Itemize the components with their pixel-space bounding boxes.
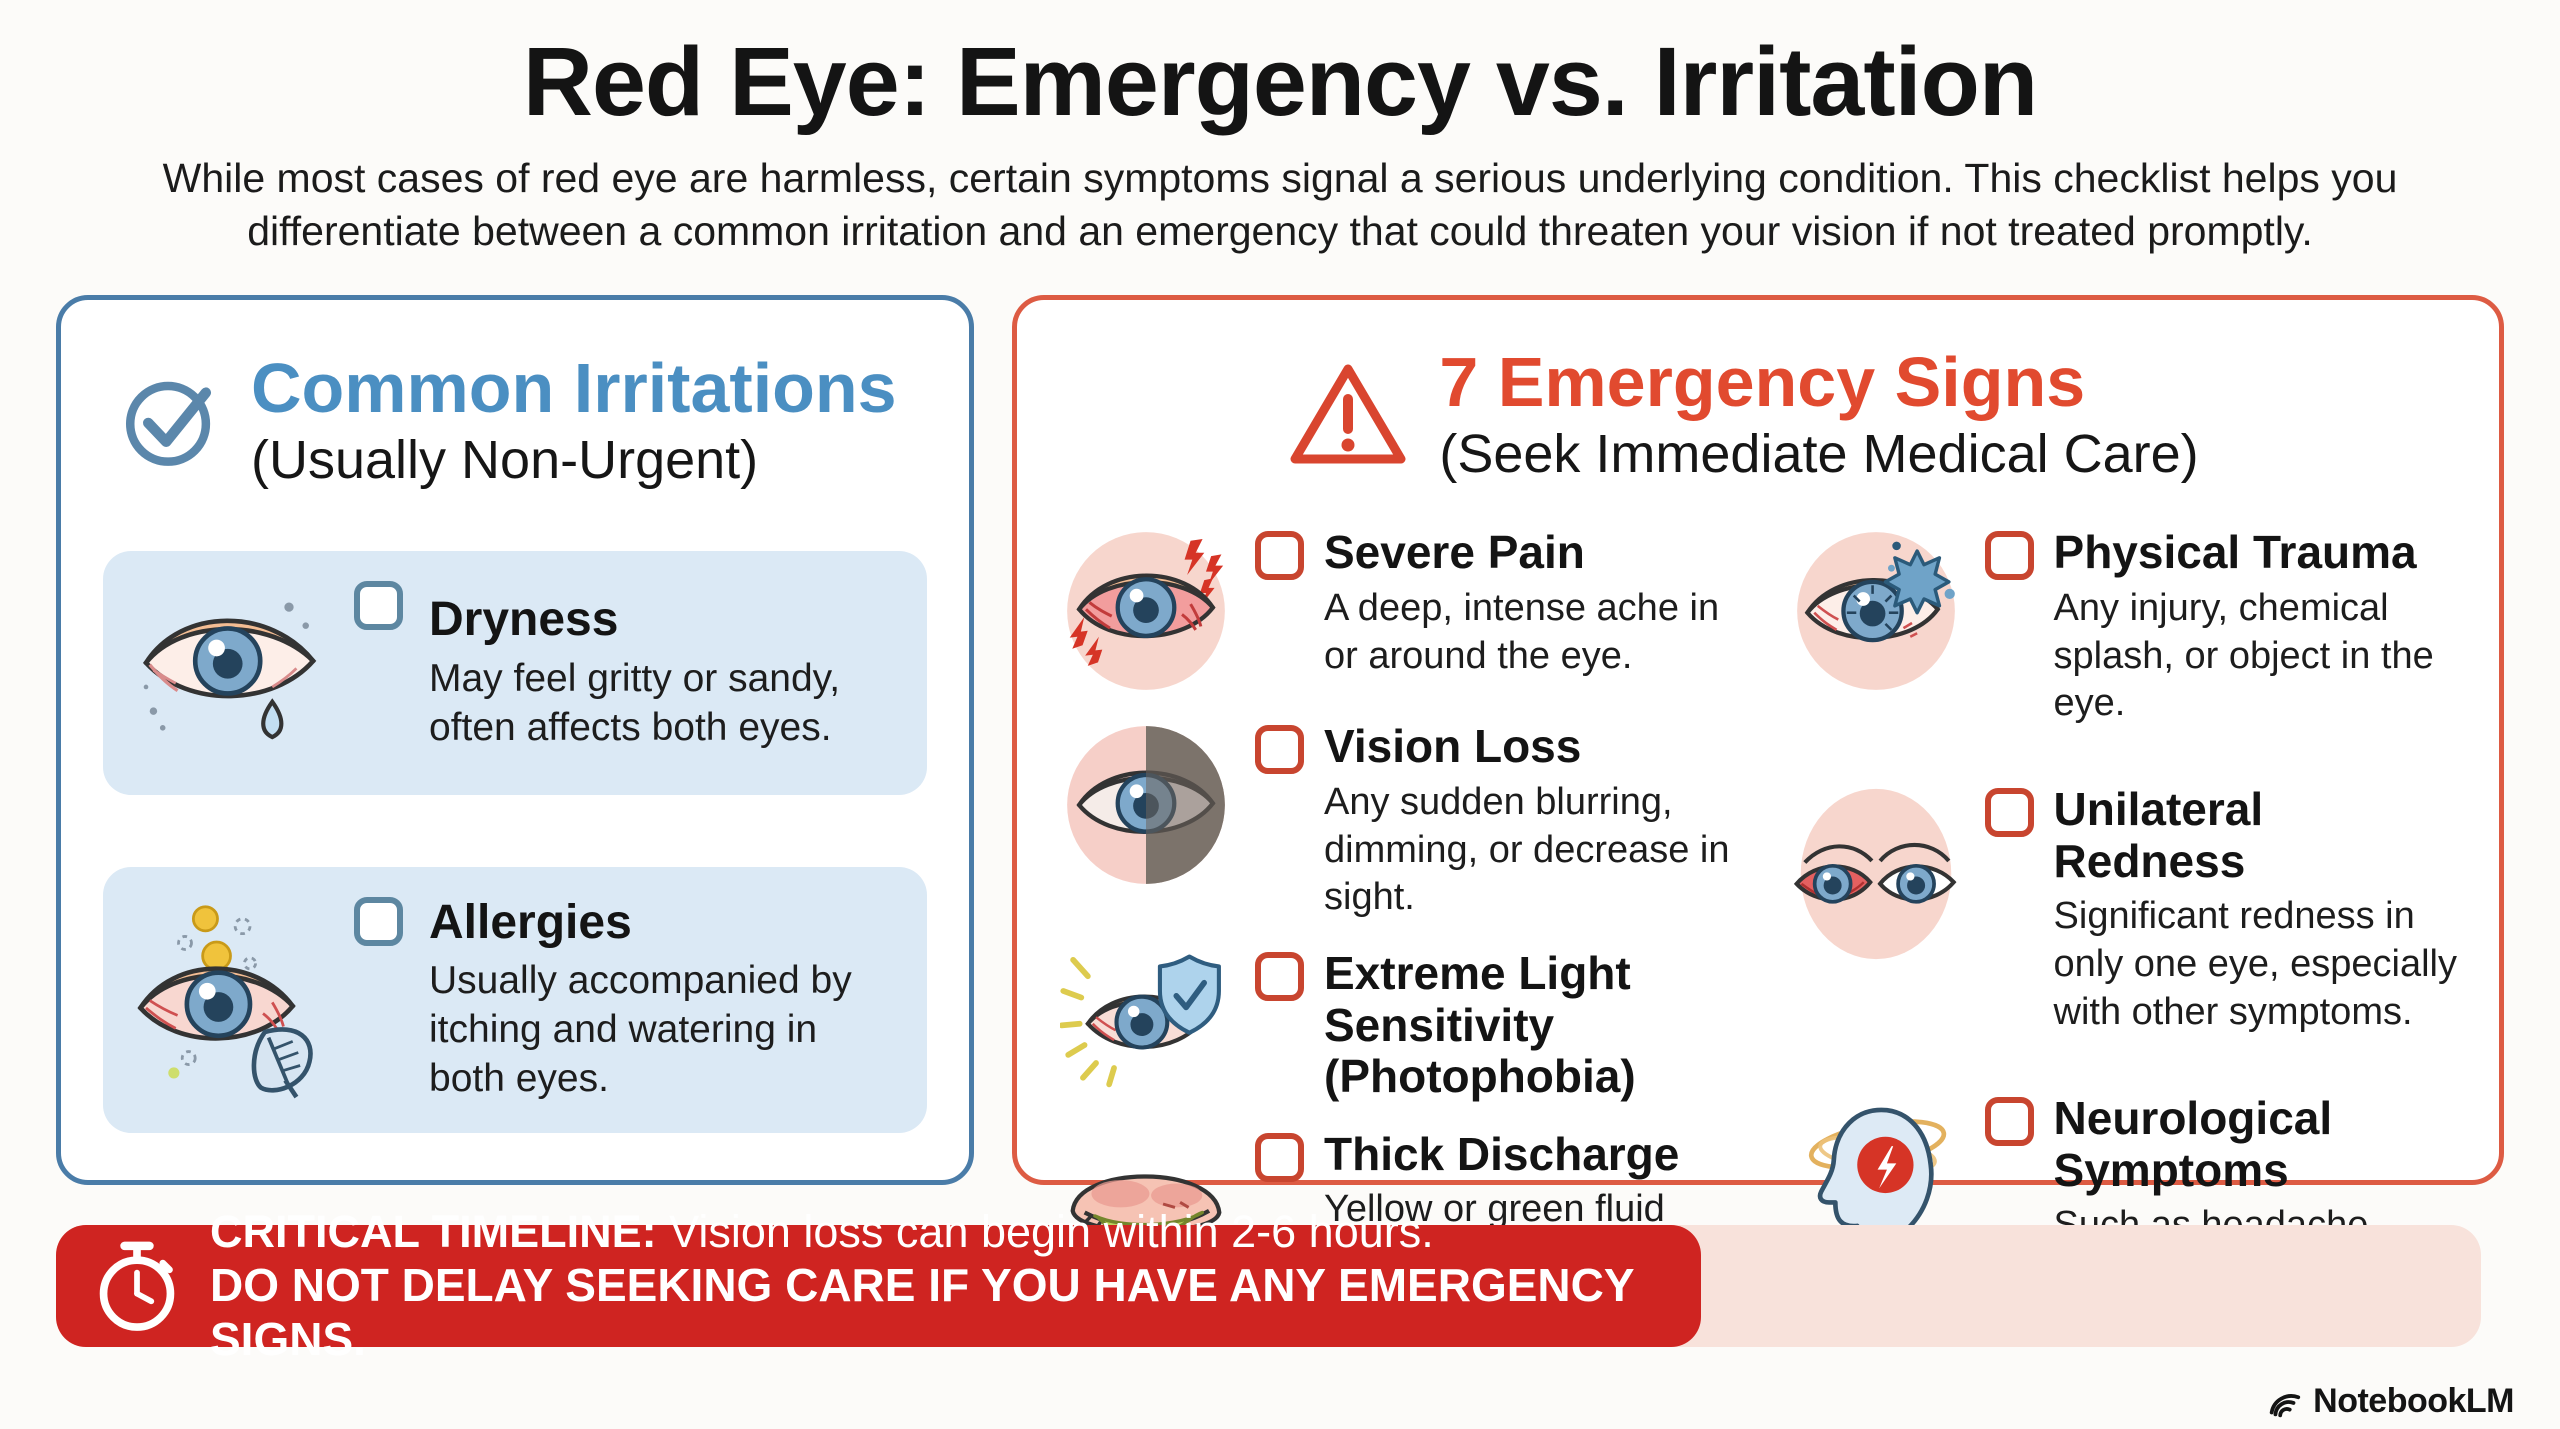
eye-splash-impact-icon [1787, 527, 1965, 695]
light-sensitivity-checkbox[interactable] [1255, 952, 1304, 1002]
banner-red-bar: CRITICAL TIMELINE: Vision loss can begin… [56, 1206, 1701, 1365]
two-eyes-one-red-icon [1787, 784, 1965, 964]
light-sensitivity-title: Extreme Light Sensitivity (Photophobia) [1324, 947, 1636, 1103]
watermark-text: NotebookLM [2313, 1382, 2514, 1420]
severe-pain-title: Severe Pain [1324, 526, 1585, 579]
severe-pain-checkbox[interactable] [1255, 531, 1304, 581]
dry-eye-tear-icon [133, 581, 328, 766]
allergies-checkbox[interactable] [354, 897, 403, 947]
notebooklm-watermark: NotebookLM [2265, 1382, 2514, 1421]
emergency-signs-header: 7 Emergency Signs (Seek Immediate Medica… [1017, 342, 2469, 486]
common-irritations-subtitle: (Usually Non-Urgent) [251, 430, 759, 491]
vision-loss-checkbox[interactable] [1255, 725, 1304, 775]
stopwatch-icon [94, 1238, 180, 1334]
dryness-description: May feel gritty or sandy, often affects … [429, 656, 841, 749]
allergies-title: Allergies [429, 895, 632, 949]
neurological-symptoms-title: Neurological Symptoms [2053, 1091, 2333, 1196]
banner-line-1: CRITICAL TIMELINE: Vision loss can begin… [210, 1205, 1701, 1258]
emergency-signs-subtitle: (Seek Immediate Medical Care) [1439, 424, 2199, 485]
physical-trauma-checkbox[interactable] [1984, 531, 2034, 581]
eye-shield-light-rays-icon [1057, 948, 1235, 1088]
red-eye-pain-bolts-icon [1057, 527, 1235, 695]
thick-discharge-title: Thick Discharge [1324, 1127, 1680, 1180]
allergies-card: Allergies Usually accompanied by itching… [103, 867, 927, 1134]
physical-trauma-description: Any injury, chemical splash, or object i… [2053, 586, 2434, 725]
unilateral-redness-item: Unilateral Redness Significant redness i… [1787, 784, 2463, 1037]
severe-pain-item: Severe Pain A deep, intense ache in or a… [1057, 527, 1761, 695]
vision-loss-description: Any sudden blurring, dimming, or decreas… [1324, 780, 1730, 919]
unilateral-redness-description: Significant redness in only one eye, esp… [2053, 895, 2458, 1034]
unilateral-redness-checkbox[interactable] [1984, 788, 2034, 838]
page-title: Red Eye: Emergency vs. Irritation [522, 27, 2038, 136]
light-sensitivity-item: Extreme Light Sensitivity (Photophobia) [1057, 948, 1761, 1103]
dryness-title: Dryness [429, 593, 619, 647]
check-circle-icon [117, 369, 221, 473]
dryness-checkbox[interactable] [354, 581, 403, 631]
head-lightning-halo-icon [1787, 1093, 1965, 1265]
emergency-signs-panel: 7 Emergency Signs (Seek Immediate Medica… [1012, 294, 2504, 1342]
banner-line-2: DO NOT DELAY SEEKING CARE IF YOU HAVE AN… [210, 1258, 1634, 1366]
banner-line1-text: Vision loss can begin within 2-6 hours. [656, 1205, 1434, 1257]
allergies-description: Usually accompanied by itching and water… [429, 959, 852, 1100]
neurological-symptoms-checkbox[interactable] [1984, 1096, 2034, 1146]
critical-timeline-banner: CRITICAL TIMELINE: Vision loss can begin… [56, 1206, 2560, 1365]
notebooklm-logo-icon [2265, 1383, 2303, 1421]
allergy-eye-pollen-feather-icon [133, 898, 328, 1103]
common-irritations-panel: Common Irritations (Usually Non-Urgent) [56, 294, 974, 1185]
banner-label: CRITICAL TIMELINE: [210, 1205, 657, 1257]
common-irritations-header: Common Irritations (Usually Non-Urgent) [117, 348, 939, 492]
vision-loss-title: Vision Loss [1324, 720, 1582, 773]
vision-loss-item: Vision Loss Any sudden blurring, dimming… [1057, 721, 1761, 922]
thick-discharge-checkbox[interactable] [1255, 1132, 1304, 1182]
emergency-signs-title: 7 Emergency Signs [1439, 342, 2086, 421]
dryness-card: Dryness May feel gritty or sandy, often … [103, 551, 927, 796]
severe-pain-description: A deep, intense ache in or around the ey… [1324, 586, 1720, 677]
page-subtitle: While most cases of red eye are harmless… [162, 155, 2398, 255]
panels-row: Common Irritations (Usually Non-Urgent) [56, 294, 2504, 1342]
physical-trauma-title: Physical Trauma [2053, 526, 2417, 579]
common-irritations-title: Common Irritations [251, 348, 897, 427]
warning-triangle-icon [1287, 359, 1409, 471]
physical-trauma-item: Physical Trauma Any injury, chemical spl… [1787, 527, 2463, 728]
unilateral-redness-title: Unilateral Redness [2053, 783, 2264, 887]
eye-half-darkened-icon [1057, 721, 1235, 889]
